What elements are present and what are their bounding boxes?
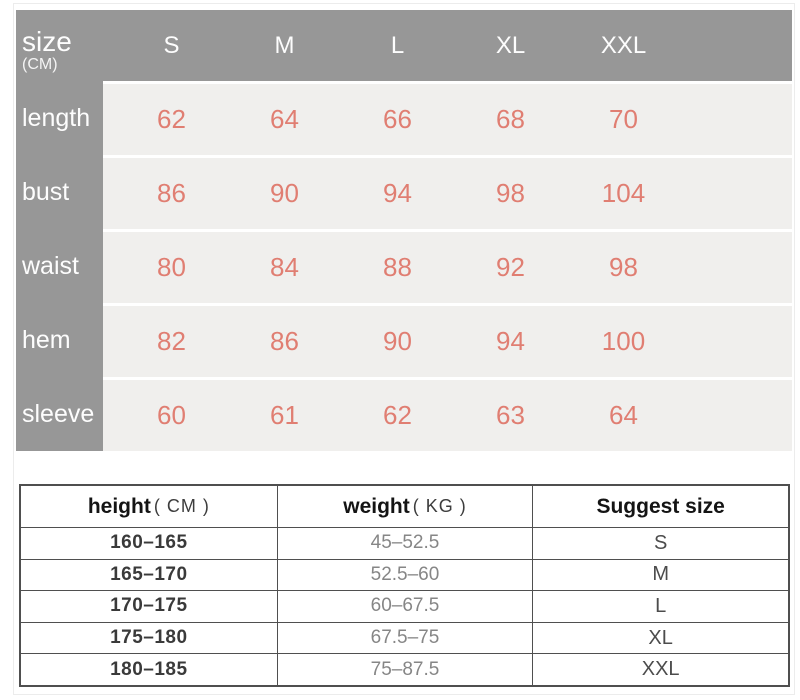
header-suggest-size-label: Suggest size: [596, 494, 725, 518]
cell-value: 62: [383, 400, 412, 430]
size-unit: (CM): [22, 56, 58, 73]
cell-value: 88: [383, 252, 412, 282]
height-range: 180–185: [110, 658, 188, 680]
column-header-xl: XL: [495, 31, 526, 59]
fit-row-xl: 175–180 67.5–75 XL: [21, 621, 788, 654]
header-height: height ( CM ): [21, 486, 277, 527]
row-label: hem: [22, 325, 71, 354]
fit-row-s: 160–165 45–52.5 S: [21, 527, 788, 559]
table-row-sleeve: sleeve 60 61 62 63 64: [16, 377, 792, 451]
cell-value: 82: [157, 326, 186, 356]
weight-range: 75–87.5: [276, 654, 533, 685]
header-height-unit: ( CM ): [153, 496, 210, 516]
header-weight: weight ( KG ): [276, 486, 533, 527]
height-range: 160–165: [110, 532, 188, 554]
table-row-hem: hem 82 86 90 94 100: [16, 303, 792, 377]
row-values: 82 86 90 94 100: [103, 303, 792, 377]
cell-value: 100: [601, 326, 646, 356]
fit-row-l: 170–175 60–67.5 L: [21, 590, 788, 622]
cell-value: 66: [383, 104, 412, 134]
cell-value: 64: [609, 400, 638, 430]
column-header-s: S: [163, 31, 180, 59]
size-column-headers: S M L XL XXL: [103, 10, 792, 81]
cell-value: 70: [609, 104, 638, 134]
cell-value: 84: [270, 252, 299, 282]
weight-range: 52.5–60: [276, 559, 533, 591]
cell-value: 104: [601, 178, 646, 208]
size-title: size: [22, 25, 72, 57]
cell-value: 90: [270, 178, 299, 208]
height-range: 175–180: [110, 627, 188, 649]
table-row-length: length 62 64 66 68 70: [16, 81, 792, 155]
row-values: 80 84 88 92 98: [103, 229, 792, 303]
cell-value: 63: [496, 400, 525, 430]
header-suggest-size: Suggest size: [532, 486, 788, 527]
cell-value: 94: [496, 326, 525, 356]
suggested-size: L: [532, 591, 788, 622]
suggested-size: XXL: [532, 654, 788, 685]
fit-table-header: height ( CM ) weight ( KG ) Suggest size: [21, 486, 788, 527]
cell-value: 86: [270, 326, 299, 356]
height-range: 170–175: [110, 595, 188, 617]
cell-value: 98: [609, 252, 638, 282]
size-table: size (CM) S M L XL XXL length 62 64 66 6…: [16, 10, 792, 451]
weight-range: 60–67.5: [276, 591, 533, 622]
header-weight-unit: ( KG ): [412, 496, 467, 516]
cell-value: 60: [157, 400, 186, 430]
cell-value: 98: [496, 178, 525, 208]
cell-value: 68: [496, 104, 525, 134]
table-row-bust: bust 86 90 94 98 104: [16, 155, 792, 229]
row-label: length: [22, 103, 91, 132]
suggested-size: M: [532, 559, 788, 591]
row-label: bust: [22, 177, 70, 206]
weight-range: 67.5–75: [276, 622, 533, 654]
cell-value: 92: [496, 252, 525, 282]
fit-row-xxl: 180–185 75–87.5 XXL: [21, 653, 788, 685]
cell-value: 94: [383, 178, 412, 208]
suggested-size: XL: [532, 622, 788, 654]
cell-value: 62: [157, 104, 186, 134]
fit-row-m: 165–170 52.5–60 M: [21, 558, 788, 591]
cell-value: 64: [270, 104, 299, 134]
header-height-label: height: [87, 494, 151, 518]
column-header-m: M: [274, 31, 295, 59]
weight-range: 45–52.5: [276, 528, 533, 559]
row-values: 86 90 94 98 104: [103, 155, 792, 229]
size-table-header: size (CM) S M L XL XXL: [16, 10, 792, 81]
row-values: 60 61 62 63 64: [103, 377, 792, 451]
column-header-l: L: [390, 31, 405, 59]
cell-value: 90: [383, 326, 412, 356]
cell-value: 86: [157, 178, 186, 208]
row-label: waist: [22, 251, 79, 280]
size-title-cell: size (CM): [16, 10, 103, 81]
cell-value: 80: [157, 252, 186, 282]
header-weight-label: weight: [343, 494, 410, 518]
fit-table: height ( CM ) weight ( KG ) Suggest size…: [19, 484, 790, 687]
suggested-size: S: [532, 528, 788, 559]
cell-value: 61: [270, 400, 299, 430]
column-header-xxl: XXL: [600, 31, 647, 59]
row-label: sleeve: [22, 399, 95, 428]
height-range: 165–170: [110, 563, 188, 585]
table-row-waist: waist 80 84 88 92 98: [16, 229, 792, 303]
row-values: 62 64 66 68 70: [103, 81, 792, 155]
